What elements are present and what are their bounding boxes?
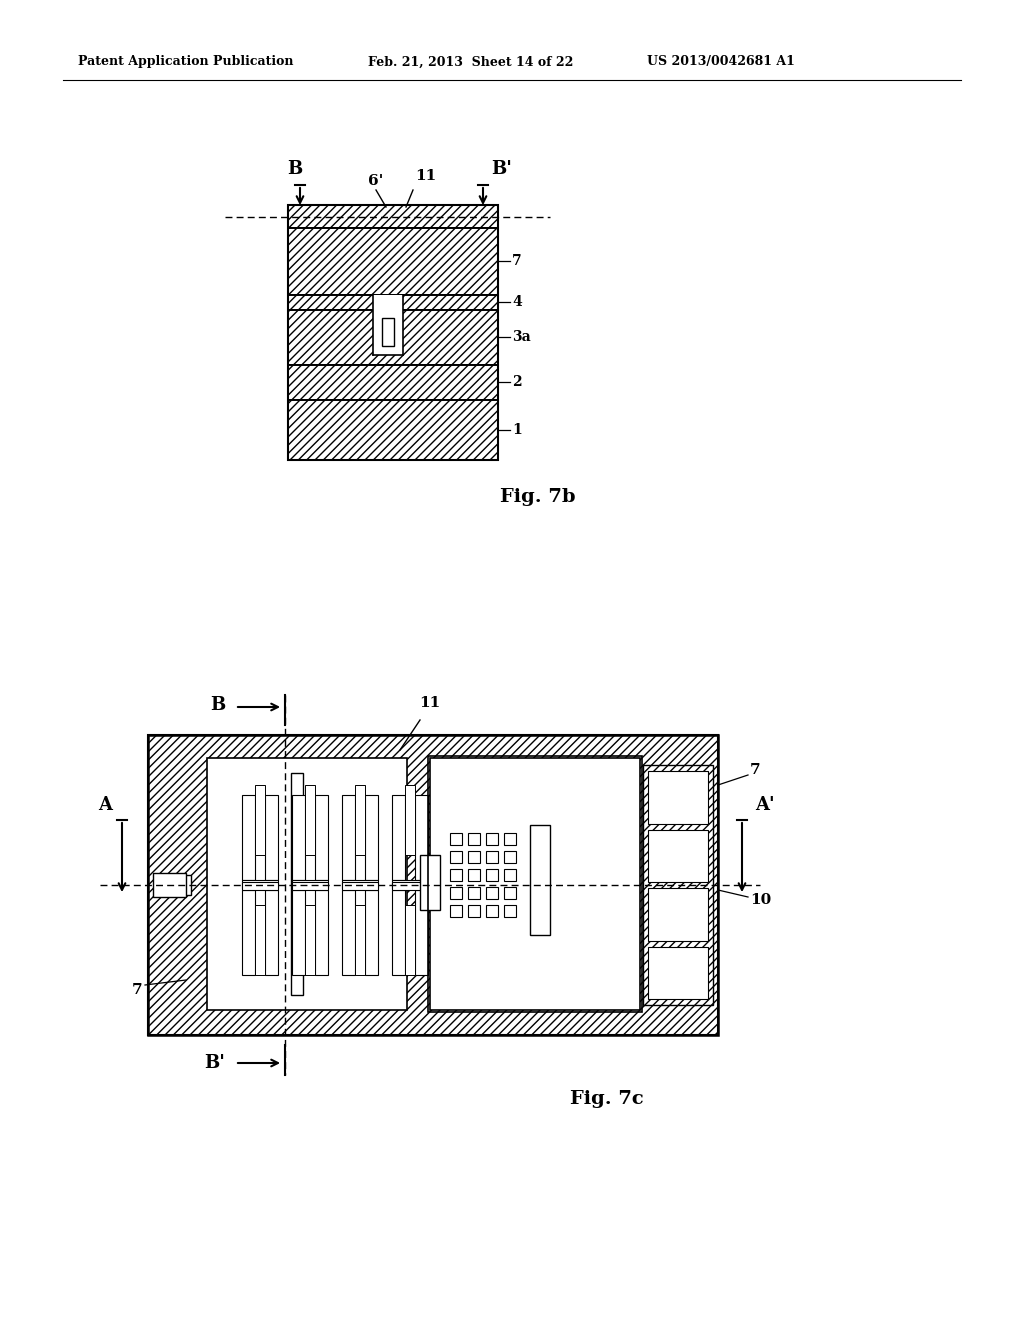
Bar bbox=[530, 825, 550, 935]
Bar bbox=[406, 785, 415, 855]
Bar bbox=[342, 890, 355, 975]
Bar bbox=[148, 735, 718, 1035]
Bar bbox=[450, 887, 462, 899]
Bar bbox=[468, 851, 480, 863]
Bar bbox=[242, 880, 278, 888]
Bar bbox=[392, 880, 428, 888]
Bar bbox=[468, 869, 480, 880]
Bar bbox=[242, 882, 278, 890]
Bar bbox=[292, 880, 328, 888]
Text: B': B' bbox=[204, 1053, 225, 1072]
Bar bbox=[382, 318, 394, 346]
Bar bbox=[392, 882, 428, 890]
Bar bbox=[486, 887, 498, 899]
Text: B: B bbox=[210, 696, 225, 714]
Text: Fig. 7b: Fig. 7b bbox=[500, 488, 575, 506]
Bar bbox=[648, 946, 708, 999]
Text: 7: 7 bbox=[512, 253, 521, 268]
Text: 11: 11 bbox=[420, 696, 440, 710]
Bar bbox=[288, 366, 498, 400]
Bar bbox=[148, 735, 718, 1035]
Bar bbox=[415, 795, 428, 880]
Bar bbox=[242, 795, 255, 880]
Bar bbox=[392, 795, 406, 880]
Bar bbox=[315, 890, 328, 975]
Bar bbox=[468, 906, 480, 917]
Bar bbox=[153, 873, 186, 898]
Bar bbox=[315, 795, 328, 880]
Bar bbox=[486, 833, 498, 845]
Bar bbox=[468, 887, 480, 899]
Text: Feb. 21, 2013  Sheet 14 of 22: Feb. 21, 2013 Sheet 14 of 22 bbox=[368, 55, 573, 69]
Text: 7: 7 bbox=[750, 763, 761, 777]
Bar bbox=[450, 869, 462, 880]
Bar bbox=[255, 785, 265, 855]
Text: 4: 4 bbox=[512, 294, 522, 309]
Bar bbox=[486, 906, 498, 917]
Bar bbox=[305, 906, 315, 975]
Bar bbox=[373, 294, 403, 355]
Bar bbox=[288, 400, 498, 459]
Bar bbox=[207, 758, 407, 1010]
Bar bbox=[450, 851, 462, 863]
Text: A: A bbox=[98, 796, 112, 814]
Bar bbox=[255, 906, 265, 975]
Text: 7: 7 bbox=[131, 983, 142, 997]
Bar bbox=[450, 906, 462, 917]
Bar bbox=[504, 887, 516, 899]
Bar bbox=[504, 906, 516, 917]
Bar bbox=[342, 880, 378, 888]
Bar bbox=[292, 882, 328, 890]
Bar bbox=[288, 228, 498, 294]
Bar bbox=[166, 875, 191, 895]
Bar bbox=[342, 795, 355, 880]
Bar bbox=[365, 890, 378, 975]
Text: B: B bbox=[287, 160, 302, 178]
Text: 10: 10 bbox=[750, 894, 771, 907]
Bar bbox=[643, 766, 713, 1005]
Bar bbox=[648, 888, 708, 940]
Bar bbox=[504, 869, 516, 880]
Bar bbox=[365, 795, 378, 880]
Bar bbox=[342, 882, 378, 890]
Bar bbox=[355, 785, 365, 855]
Bar bbox=[468, 833, 480, 845]
Text: 6': 6' bbox=[369, 174, 384, 187]
Bar bbox=[415, 890, 428, 975]
Bar bbox=[265, 890, 278, 975]
Bar bbox=[450, 833, 462, 845]
Text: 3a: 3a bbox=[512, 330, 530, 345]
Text: US 2013/0042681 A1: US 2013/0042681 A1 bbox=[647, 55, 795, 69]
Bar bbox=[242, 890, 255, 975]
Text: 1: 1 bbox=[512, 422, 522, 437]
Text: 11: 11 bbox=[415, 169, 436, 183]
Bar bbox=[288, 205, 498, 228]
Bar bbox=[648, 771, 708, 824]
Text: Patent Application Publication: Patent Application Publication bbox=[78, 55, 294, 69]
Bar bbox=[504, 851, 516, 863]
Bar bbox=[392, 890, 406, 975]
Bar bbox=[292, 795, 305, 880]
Bar bbox=[288, 205, 498, 459]
Bar bbox=[648, 829, 708, 882]
Bar bbox=[428, 756, 642, 1012]
Text: B': B' bbox=[490, 160, 512, 178]
Bar bbox=[288, 294, 498, 310]
Text: Fig. 7c: Fig. 7c bbox=[570, 1090, 644, 1107]
Bar bbox=[265, 795, 278, 880]
Bar bbox=[406, 906, 415, 975]
Bar bbox=[305, 785, 315, 855]
Text: 2: 2 bbox=[512, 375, 521, 389]
Bar bbox=[504, 833, 516, 845]
Bar bbox=[355, 906, 365, 975]
Bar bbox=[486, 869, 498, 880]
Bar bbox=[292, 890, 305, 975]
Bar bbox=[420, 855, 440, 909]
Bar bbox=[430, 758, 640, 1010]
Text: A': A' bbox=[755, 796, 774, 814]
Bar bbox=[291, 774, 303, 995]
Bar bbox=[288, 310, 498, 366]
Bar bbox=[486, 851, 498, 863]
